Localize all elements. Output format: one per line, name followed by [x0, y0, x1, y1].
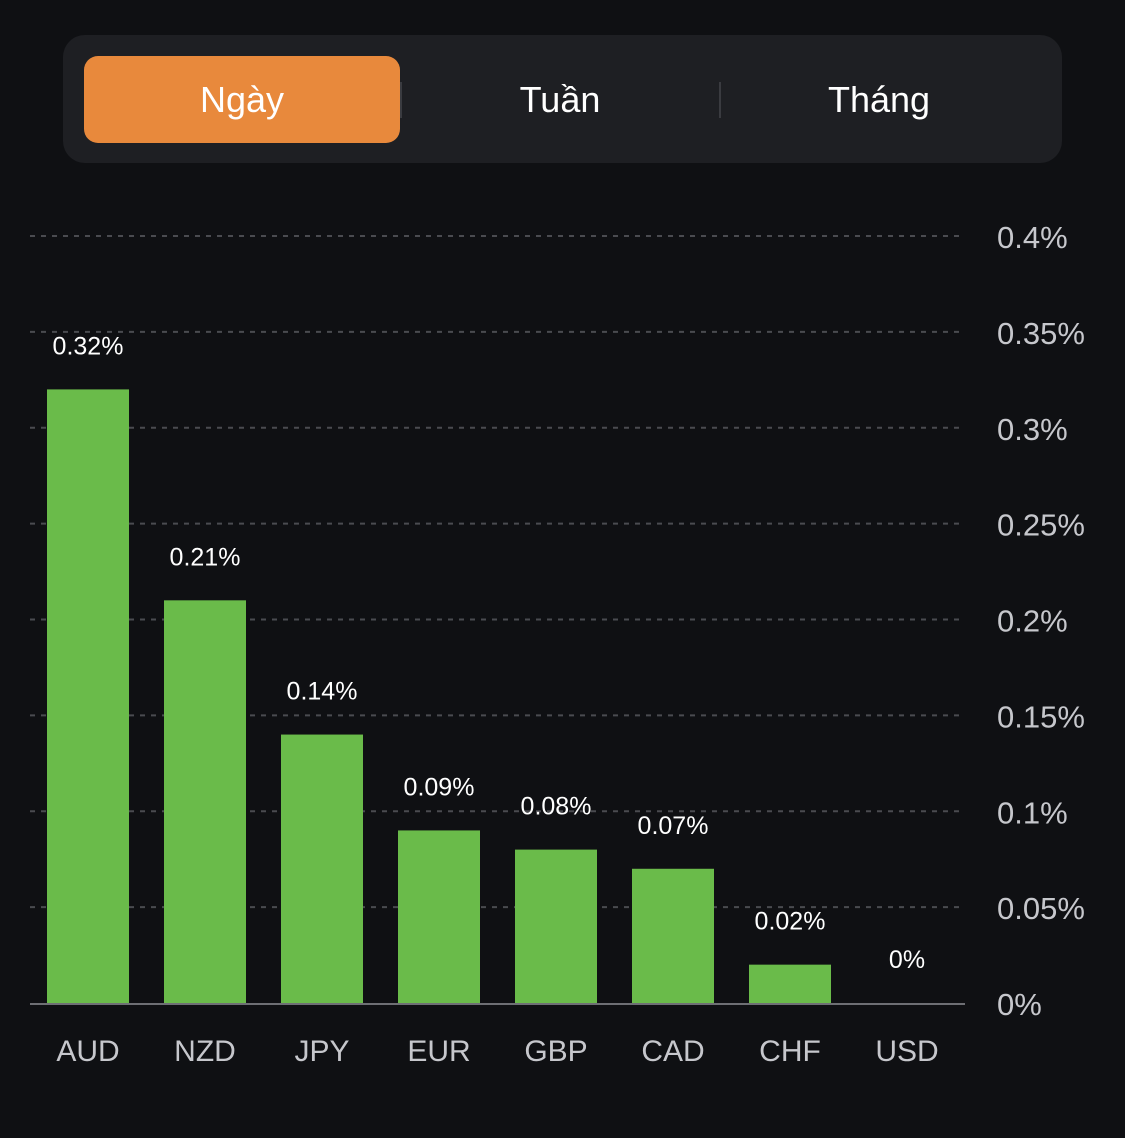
x-tick-label: CAD [641, 1035, 704, 1068]
bar [281, 734, 363, 1003]
data-label: 0.08% [521, 793, 592, 821]
data-label: 0.09% [404, 773, 475, 801]
segment-divider [719, 82, 721, 118]
data-label: 0.14% [287, 678, 358, 706]
bar [749, 964, 831, 1003]
y-tick-label: 0.3% [997, 412, 1068, 447]
y-tick-label: 0.2% [997, 604, 1068, 639]
x-tick-label: AUD [56, 1035, 119, 1068]
bar [398, 830, 480, 1003]
data-label: 0.07% [638, 812, 709, 840]
data-label: 0.32% [53, 332, 124, 360]
y-tick-label: 0% [997, 987, 1042, 1022]
data-label: 0.02% [755, 908, 826, 936]
y-tick-label: 0.35% [997, 316, 1085, 351]
tab-day[interactable]: Ngày [84, 56, 400, 143]
x-tick-label: USD [875, 1035, 938, 1068]
bar [515, 849, 597, 1003]
x-tick-label: NZD [174, 1035, 236, 1068]
period-segmented-control: Ngày Tuần Tháng [63, 35, 1062, 163]
y-tick-label: 0.05% [997, 891, 1085, 926]
x-tick-label: CHF [759, 1035, 821, 1068]
bar [47, 389, 129, 1003]
tab-week[interactable]: Tuần [519, 78, 601, 120]
data-label: 0.21% [170, 543, 241, 571]
x-tick-label: EUR [407, 1035, 470, 1068]
tab-month[interactable]: Tháng [827, 78, 931, 120]
data-label: 0% [889, 946, 925, 974]
y-tick-label: 0.1% [997, 795, 1068, 830]
y-tick-label: 0.25% [997, 508, 1085, 543]
bar [632, 868, 714, 1003]
bar [164, 600, 246, 1003]
y-tick-label: 0.15% [997, 699, 1085, 734]
segment-divider [400, 82, 402, 118]
y-tick-label: 0.4% [997, 220, 1068, 255]
x-tick-label: JPY [294, 1035, 349, 1068]
x-tick-label: GBP [524, 1035, 587, 1068]
